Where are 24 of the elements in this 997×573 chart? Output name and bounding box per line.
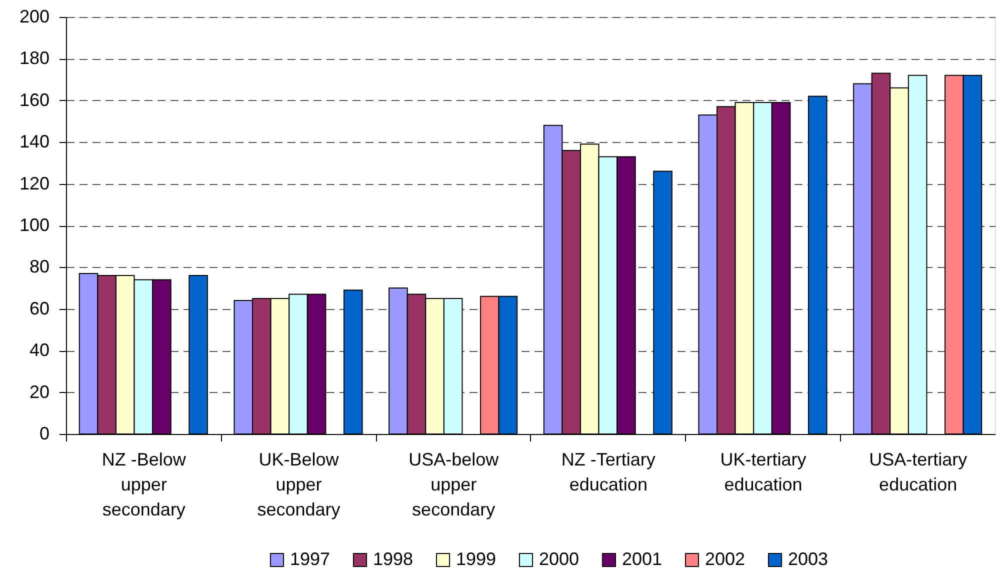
x-tick-label: UK-tertiary education bbox=[720, 450, 806, 494]
y-tick-label: 80 bbox=[29, 256, 50, 277]
x-tick-label: USA-below upper secondary bbox=[408, 450, 500, 520]
y-tick-label: 20 bbox=[29, 382, 50, 402]
x-tick-label: NZ -Tertiary education bbox=[561, 450, 656, 494]
x-tick-label: UK-Below upper secondary bbox=[257, 450, 340, 520]
y-tick-label: 160 bbox=[19, 90, 50, 110]
legend-label: 2001 bbox=[622, 549, 662, 569]
y-tick-label: 200 bbox=[19, 6, 50, 26]
y-tick-label: 180 bbox=[19, 48, 50, 68]
y-tick-label: 120 bbox=[19, 173, 50, 194]
y-tick-label: 0 bbox=[39, 424, 50, 444]
x-tick-label: USA-tertiary education bbox=[869, 450, 968, 494]
y-tick-label: 140 bbox=[19, 132, 50, 152]
y-tick-label: 100 bbox=[19, 215, 50, 235]
legend-label: 1998 bbox=[373, 549, 414, 569]
legend-label: 2000 bbox=[539, 549, 580, 569]
x-tick-label: NZ -Below upper secondary bbox=[102, 450, 187, 520]
legend-label: 2003 bbox=[788, 549, 828, 569]
legend-label: 1997 bbox=[290, 549, 330, 569]
y-tick-label: 40 bbox=[29, 340, 50, 360]
legend-label: 1999 bbox=[456, 549, 496, 569]
legend-label: 2002 bbox=[705, 549, 746, 569]
y-tick-label: 60 bbox=[29, 298, 50, 318]
